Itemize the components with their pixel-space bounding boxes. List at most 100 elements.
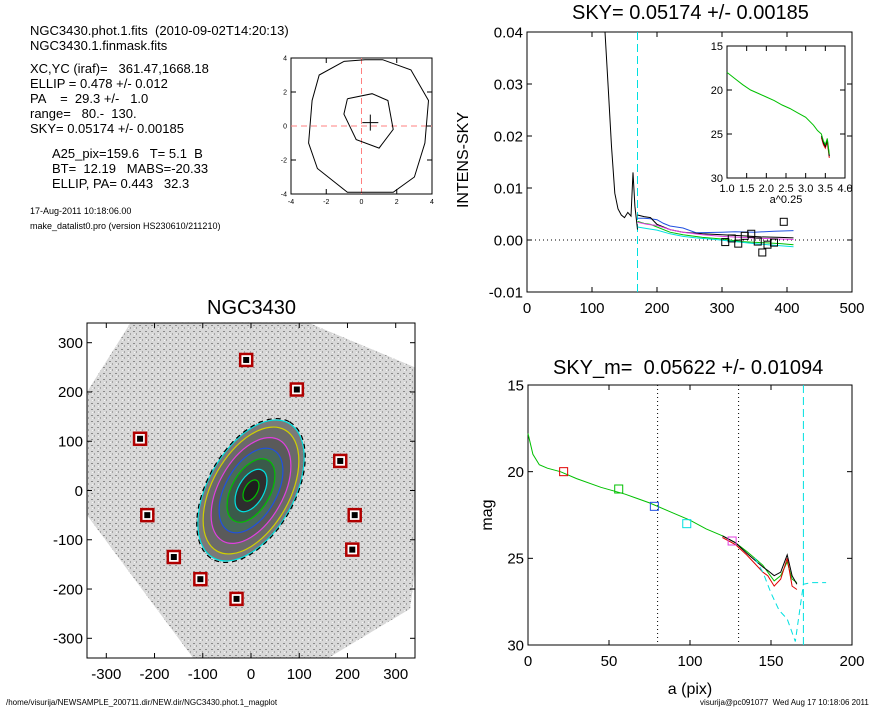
mag-x-label: 0: [524, 653, 532, 670]
inset-x-label: 3.0: [798, 183, 813, 195]
mag-x-label: 50: [601, 653, 618, 670]
star-mask-core: [351, 512, 358, 519]
mag-marker: [614, 484, 624, 494]
mag-x-label: 150: [758, 653, 783, 670]
sky-x-label: 400: [774, 300, 799, 317]
mag-marker: [559, 467, 569, 477]
outer-contour: [308, 59, 430, 193]
contour-x-label: 2: [395, 199, 399, 206]
inner-contour: [343, 93, 394, 149]
sky-point: [727, 234, 736, 243]
image-y-label: -300: [53, 631, 83, 648]
inset-y-label: 20: [711, 85, 723, 97]
contour-x-label: -2: [323, 199, 329, 206]
mag-ylabel: mag: [479, 499, 496, 530]
sky-y-label: 0.00: [494, 232, 523, 249]
star-mask-core: [233, 595, 240, 602]
image-x-label: -200: [140, 666, 170, 683]
contour-y-label: 0: [283, 123, 287, 130]
galaxy-isophote: [242, 479, 260, 502]
star-mask-core: [243, 356, 250, 363]
fit-range: range= 80.- 130.: [30, 106, 137, 121]
inset-y-label: 15: [711, 41, 723, 53]
sky-x-label: 100: [579, 300, 604, 317]
footer-path: /home/visurija/NEWSAMPLE_200711.dir/NEW.…: [6, 698, 278, 707]
contour-y-label: 4: [283, 55, 287, 62]
image-group: [87, 323, 415, 658]
inset-x-label: 4.0: [837, 183, 852, 195]
sky-y-label: 0.01: [494, 180, 523, 197]
sky-ylabel: INTENS-SKY: [455, 112, 472, 208]
sky-x-label: 0: [523, 300, 531, 317]
contour-y-label: -4: [281, 191, 287, 198]
contour-x-label: -4: [288, 199, 294, 206]
position-angle: PA = 29.3 +/- 1.0: [30, 91, 149, 106]
sky-point: [734, 239, 743, 248]
inset-x-label: 3.5: [818, 183, 833, 195]
sky-x-label: 200: [644, 300, 669, 317]
mag-series-green: [527, 433, 798, 584]
ellip-pa-value: ELLIP, PA= 0.443 32.3: [52, 176, 190, 191]
sky-profile-title: SKY= 0.05174 +/- 0.00185: [572, 2, 809, 24]
center-coordinates: XC,YC (iraf)= 361.47,1668.18: [30, 61, 209, 76]
inset-xlabel: a^0.25: [770, 194, 803, 206]
sky-point: [779, 217, 788, 226]
sky-point: [747, 229, 756, 238]
star-mask-core: [349, 546, 356, 553]
mag-y-label: 30: [507, 637, 524, 654]
star-mask-core: [137, 435, 144, 442]
mag-marker: [727, 536, 737, 546]
sky-frame: [526, 31, 853, 293]
image-y-label: 300: [58, 335, 83, 352]
star-mask-core: [170, 554, 177, 561]
inset-x-label: 1.5: [739, 183, 754, 195]
contour-x-label: 4: [430, 199, 434, 206]
footer-user: visurija@pc091077 Wed Aug 17 10:18:06 20…: [700, 698, 869, 707]
image-x-label: -300: [91, 666, 121, 683]
mask-file-name: NGC3430.1.finmask.fits: [30, 38, 168, 53]
sky-point: [753, 237, 762, 246]
image-x-label: 0: [247, 666, 255, 683]
sky-series-magenta: [637, 221, 794, 240]
sky-value: SKY= 0.05174 +/- 0.00185: [30, 121, 184, 136]
sky-y-label: -0.01: [489, 284, 523, 301]
galaxy-outer-ellipse: [196, 417, 306, 564]
sky-x-label: 500: [839, 300, 864, 317]
image-y-label: 100: [58, 433, 83, 450]
contour-y-label: 2: [283, 89, 287, 96]
mag-y-label: 25: [507, 551, 524, 568]
inset-x-label: 2.0: [759, 183, 774, 195]
sky-y-label: 0.03: [494, 76, 523, 93]
program-version: make_datalist0.pro (version HS230610/211…: [30, 221, 221, 231]
sky-y-label: 0.02: [494, 128, 523, 145]
mag-series-cyan: [754, 558, 827, 642]
star-mask-core: [144, 512, 151, 519]
mag-xlabel: a (pix): [668, 681, 712, 698]
image-x-label: 300: [383, 666, 408, 683]
inset-y-label: 30: [711, 173, 723, 185]
sky-series-black: [604, 32, 638, 230]
sky-x-label: 300: [709, 300, 734, 317]
mag-profile-title: SKY_m= 0.05622 +/- 0.01094: [553, 357, 824, 379]
mag-y-label: 15: [507, 377, 524, 394]
inset-y-label: 25: [711, 129, 723, 141]
image-x-label: -100: [188, 666, 218, 683]
image-y-label: 0: [75, 483, 83, 500]
image-y-label: -100: [53, 532, 83, 549]
image-x-label: 100: [287, 666, 312, 683]
a25-value: A25_pix=159.6 T= 5.1 B: [52, 146, 203, 161]
mag-series-red: [722, 537, 798, 590]
inset-series-green: [726, 72, 830, 155]
sky-point: [758, 248, 767, 257]
sky-point: [770, 238, 778, 247]
timestamp: 17-Aug-2011 10:18:06.00: [30, 206, 132, 216]
star-mask-core: [293, 386, 300, 393]
image-x-label: 200: [335, 666, 360, 683]
star-mask-core: [197, 576, 204, 583]
ellipticity: ELLIP = 0.478 +/- 0.012: [30, 76, 168, 91]
image-y-label: 200: [58, 384, 83, 401]
contour-y-label: -2: [281, 157, 287, 164]
mag-marker: [682, 519, 692, 529]
star-mask-core: [337, 457, 344, 464]
